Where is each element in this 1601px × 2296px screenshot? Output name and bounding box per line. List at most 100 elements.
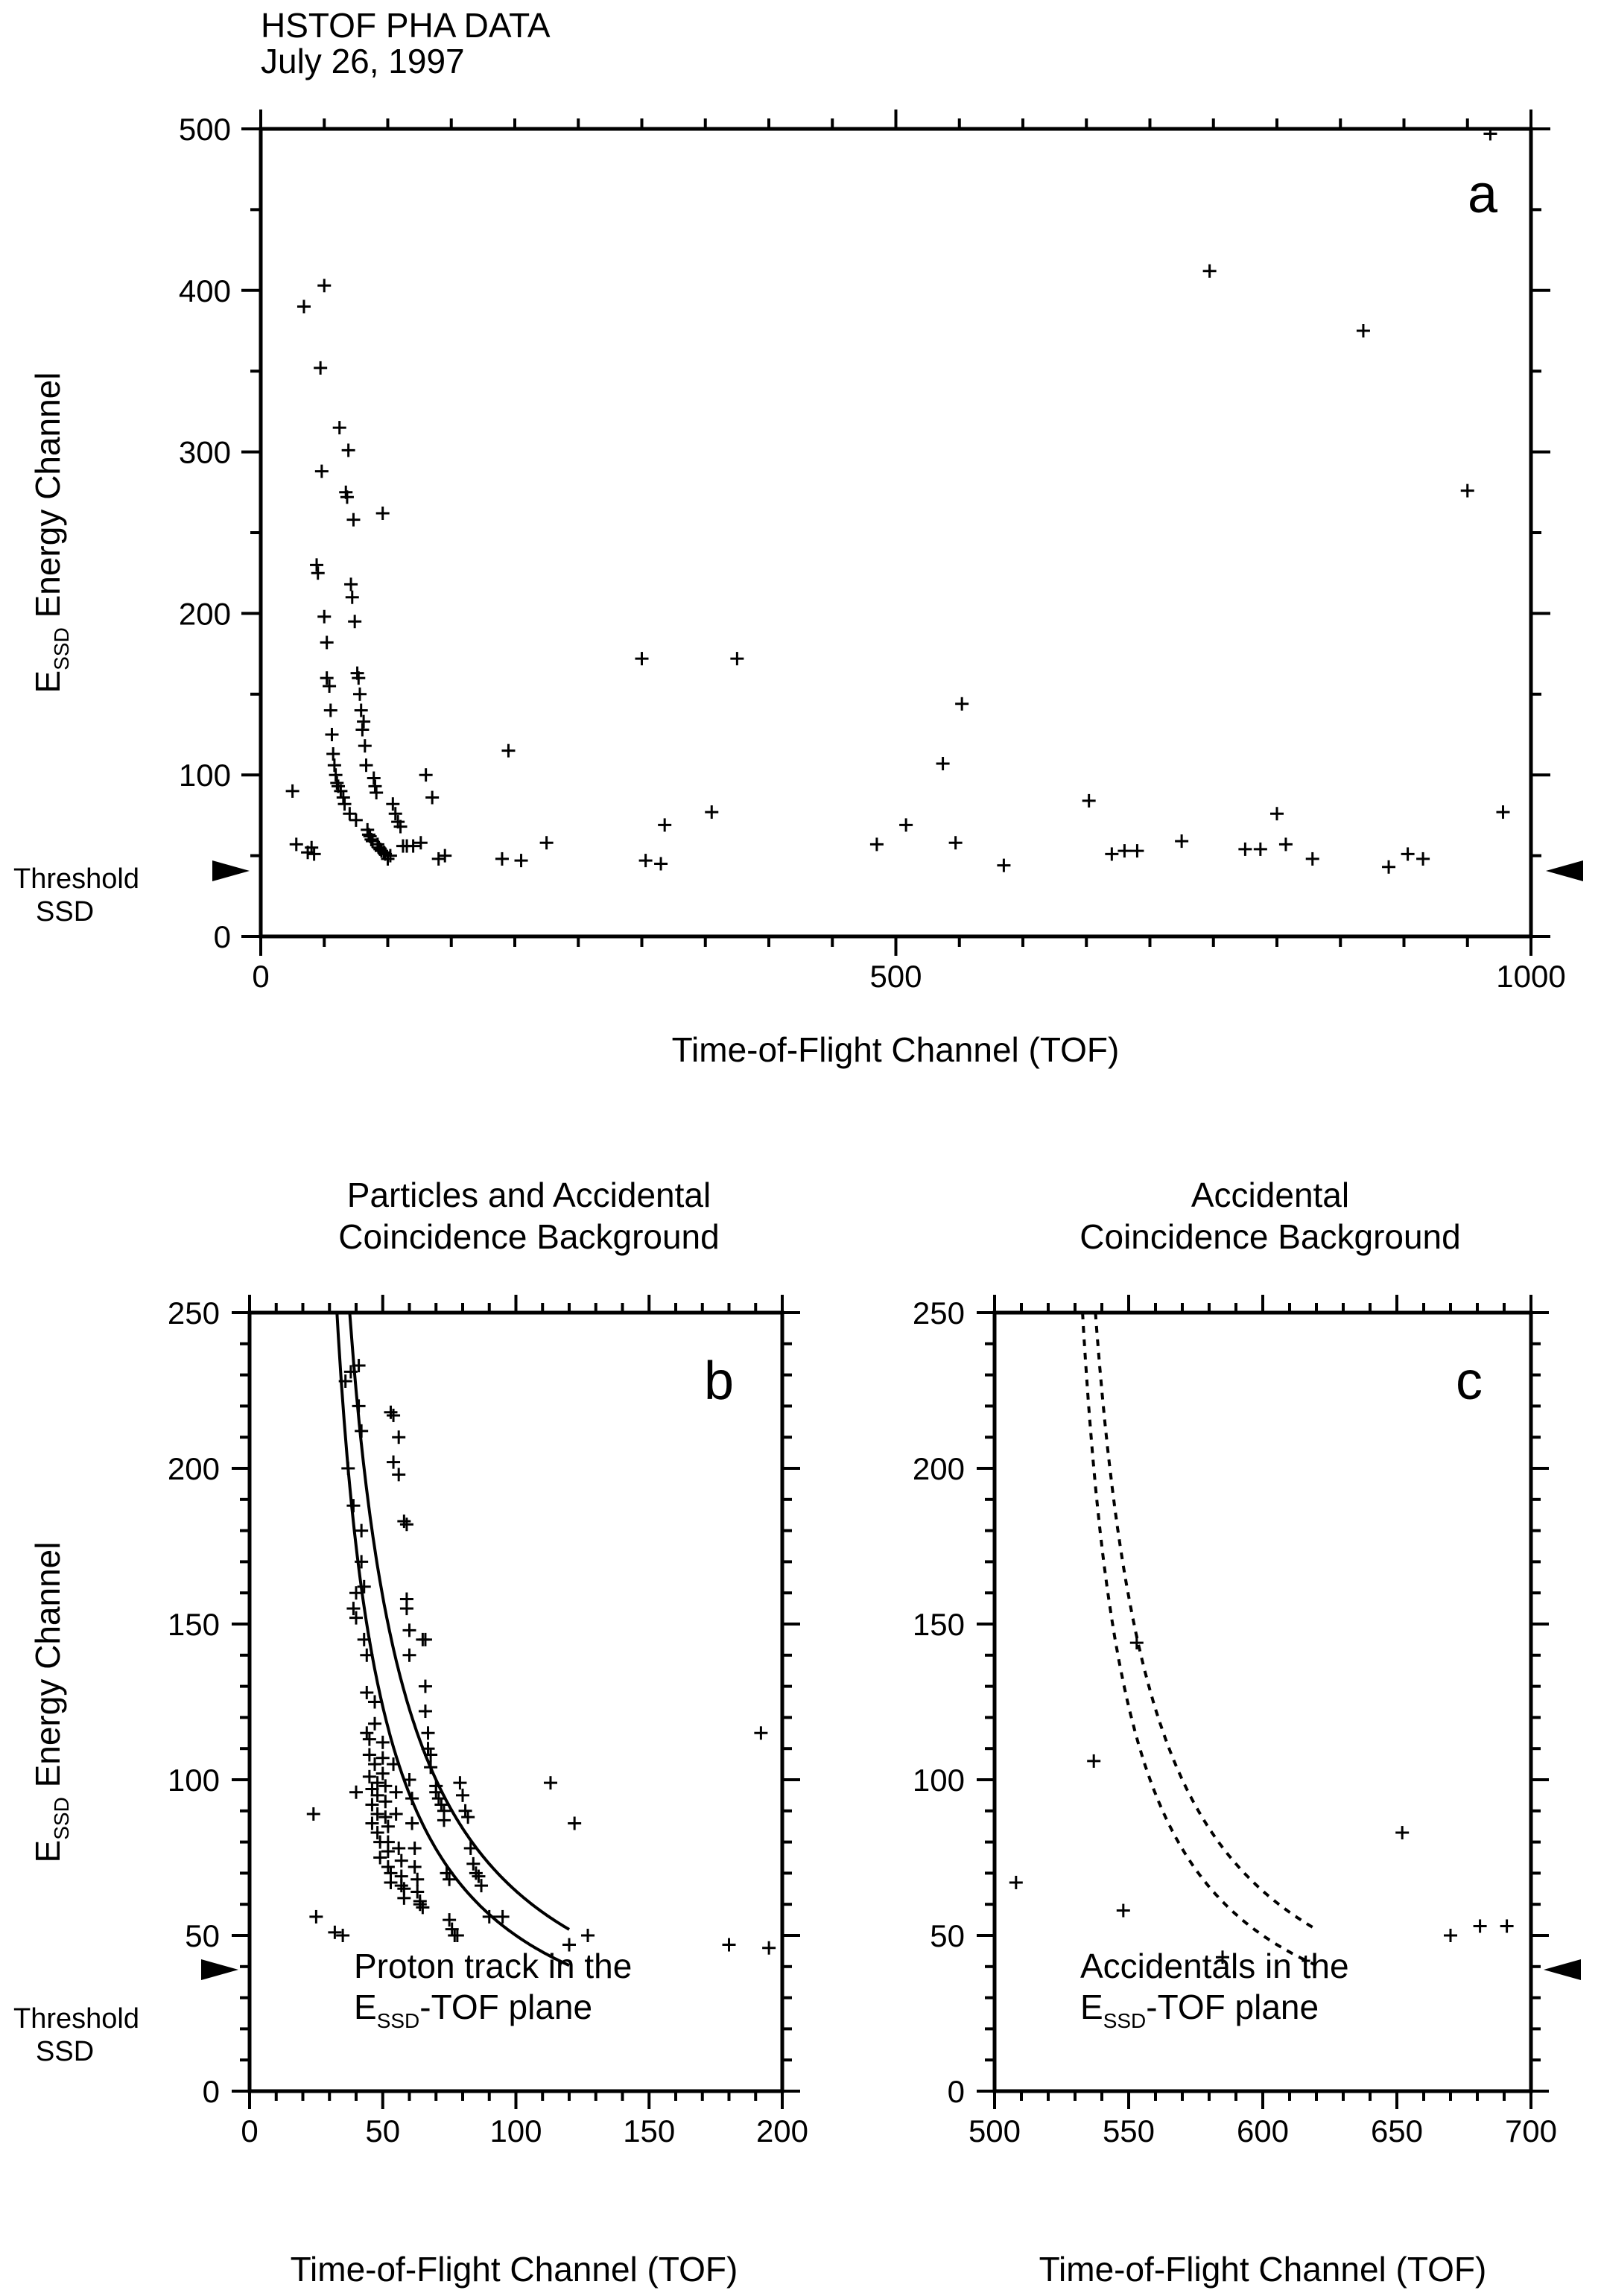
scatter-point [355,1555,369,1569]
scatter-point [394,1879,408,1893]
x-tick-label: 0 [241,2113,258,2148]
x-tick-label: 650 [1371,2113,1423,2148]
scatter-point [1105,847,1119,861]
scatter-point [1238,842,1252,856]
x-tick-label: 50 [365,2113,400,2148]
scatter-point [358,739,372,753]
scatter-point [389,1785,403,1799]
panel-a-xlabel: Time-of-Flight Channel (TOF) [672,1030,1120,1069]
x-tick-label: 550 [1103,2113,1155,2148]
x-tick-label: 150 [623,2113,675,2148]
panel-c-annotation-line1: Accidentals in the [1080,1947,1349,1985]
scatter-point [297,299,311,314]
scatter-point [341,1462,355,1475]
proton-track-curve [1081,1312,1317,1967]
x-tick-label: 700 [1505,2113,1557,2148]
scatter-point [402,1623,416,1637]
figure-header-line1: HSTOF PHA DATA [261,6,551,45]
scatter-point [1473,1919,1487,1933]
scatter-point [370,1807,384,1821]
scatter-point [1305,852,1319,866]
scatter-point [495,1909,510,1924]
scatter-point [305,840,319,854]
scatter-point [387,1757,401,1772]
panel-c-letter: c [1456,1351,1483,1411]
panel-b-ticks [232,1295,800,2109]
panel-b-annotation-subscript: SSD [377,2009,420,2032]
panel-b-ylabel-prefix: E [28,1840,67,1863]
y-tick-label: 150 [913,1607,965,1642]
scatter-point [355,723,370,737]
scatter-point [1202,264,1217,278]
scatter-point [345,590,359,604]
scatter-point [434,1798,448,1812]
y-tick-label: 300 [179,435,231,470]
scatter-point [431,1792,446,1806]
scatter-point [421,1742,435,1756]
scatter-point [317,609,332,624]
scatter-point [425,790,440,805]
scatter-point [375,1766,390,1780]
scatter-point [1270,807,1284,821]
scatter-point [388,807,402,821]
scatter-point [1500,1919,1514,1933]
scatter-point [360,1648,374,1662]
scatter-point [562,1938,576,1952]
scatter-point [383,849,397,863]
y-tick-label: 50 [930,1918,965,1953]
scatter-point [955,697,969,711]
scatter-point [466,1856,481,1871]
scatter-point [1117,844,1132,858]
scatter-point [437,1813,451,1827]
scatter-point [1130,844,1144,858]
scatter-point [410,1872,425,1886]
scatter-point [323,679,337,693]
scatter-point [402,1648,416,1662]
scatter-point [456,1788,469,1802]
scatter-point [408,1841,422,1855]
panel-a: 0 500 1000 0 100 200 300 400 500 a Time-of-Fligh… [13,110,1583,1069]
scatter-point [332,421,346,435]
scatter-point [370,786,384,800]
panel-b-curves [335,1312,571,1967]
scatter-point [948,836,963,850]
scatter-point [336,790,350,805]
scatter-point [378,1779,393,1793]
scatter-point [997,858,1011,872]
scatter-point [327,758,341,773]
scatter-point [392,1841,406,1855]
scatter-point [285,784,299,798]
panel-a-frame [259,127,1533,939]
scatter-point [325,728,339,741]
scatter-point [309,1909,323,1924]
scatter-point [355,1523,369,1538]
panel-b-annotation-line1: Proton track in the [354,1947,632,1985]
scatter-point [348,615,362,629]
panel-a-threshold-label-line2: SSD [36,896,94,927]
y-tick-label: 100 [168,1763,220,1798]
scatter-point [438,849,452,863]
scatter-point [1356,324,1370,337]
panel-c-points [1009,1636,1514,1964]
panel-b-ylabel-main: Energy Channel [28,1542,67,1798]
panel-b-threshold-label-line2: SSD [36,2036,94,2067]
panel-a-threshold-label-line1: Threshold [13,863,139,895]
scatter-point [1483,127,1497,141]
scatter-point [378,1810,393,1824]
scatter-point [495,852,509,866]
scatter-point [458,1804,472,1818]
scatter-point [368,1716,382,1731]
scatter-point [1382,860,1396,874]
scatter-point [1087,1754,1101,1768]
x-tick-label: 200 [756,2113,808,2148]
proton-track-curve [348,1312,571,1931]
scatter-point [343,807,357,821]
scatter-point [658,818,672,832]
panel-c-annotation-prefix: E [1080,1988,1103,2026]
scatter-point [1416,852,1430,866]
scatter-point [365,1798,379,1812]
scatter-point [392,1430,406,1444]
panel-a-ticks [241,110,1550,956]
scatter-point [346,1602,361,1616]
